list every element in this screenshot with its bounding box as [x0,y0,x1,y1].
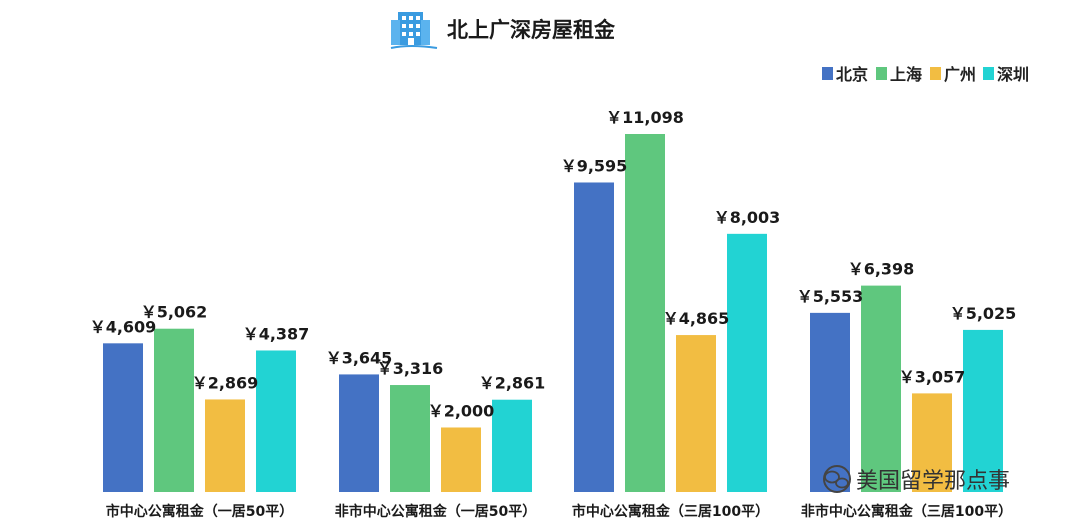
bars-group [103,134,1003,492]
legend-swatch [930,67,941,80]
category-label: 市中心公寓租金（一居50平） [106,503,293,520]
value-labels-group: ￥4,609￥5,062 ￥2,869 ￥4,387 ￥3,645￥3,316 ￥2,0… [90,108,1017,420]
legend-label: 广州 [944,65,976,84]
value-label: ￥6,398 [848,260,915,279]
bar [441,427,481,492]
bar [339,374,379,492]
category-labels-group: 市中心公寓租金（一居50平） 非市中心公寓租金（一居50平） 市中心公寓租金（三居1… [106,503,1012,520]
value-label: ￥4,609 [90,317,157,336]
legend-swatch [876,67,887,80]
category-label: 市中心公寓租金（三居100平） [572,503,769,520]
value-label: ￥9,595 [561,156,628,175]
bar [963,329,1003,492]
bar [492,399,532,492]
legend-swatch [822,67,833,80]
office-building-icon [390,12,438,49]
bar [912,393,952,492]
value-label: ￥5,062 [141,303,208,322]
value-label: ￥4,387 [243,324,310,343]
value-label: ￥3,645 [326,348,393,367]
wechat-icon [823,465,851,493]
bar [574,182,614,492]
value-label: ￥2,861 [479,374,546,393]
bar [676,335,716,492]
bar [390,385,430,492]
bar [154,328,194,492]
watermark-text: 美国留学那点事 [856,469,1010,494]
category-label: 非市中心公寓租金（一居50平） [335,503,536,520]
category-label: 非市中心公寓租金（三居100平） [801,503,1012,520]
value-label: ￥5,025 [950,304,1017,323]
legend-label: 上海 [890,65,922,84]
legend-label: 北京 [836,65,868,84]
value-label: ￥11,098 [606,108,684,127]
value-label: ￥4,865 [663,309,730,328]
chart-title: 北上广深房屋租金 [447,18,616,42]
bar [205,399,245,492]
bar [625,134,665,492]
chart-legend: 北京 上海 广州 深圳 [822,65,1029,84]
bar [103,343,143,492]
bar [810,312,850,492]
value-label: ￥2,869 [192,373,259,392]
bar [861,285,901,492]
bar [727,233,767,492]
legend-label: 深圳 [997,65,1029,84]
value-label: ￥5,553 [797,287,864,306]
value-label: ￥8,003 [714,208,781,227]
value-label: ￥3,316 [377,359,444,378]
value-label: ￥3,057 [899,367,966,386]
bar [256,350,296,492]
value-label: ￥2,000 [428,401,495,420]
legend-swatch [983,67,994,80]
